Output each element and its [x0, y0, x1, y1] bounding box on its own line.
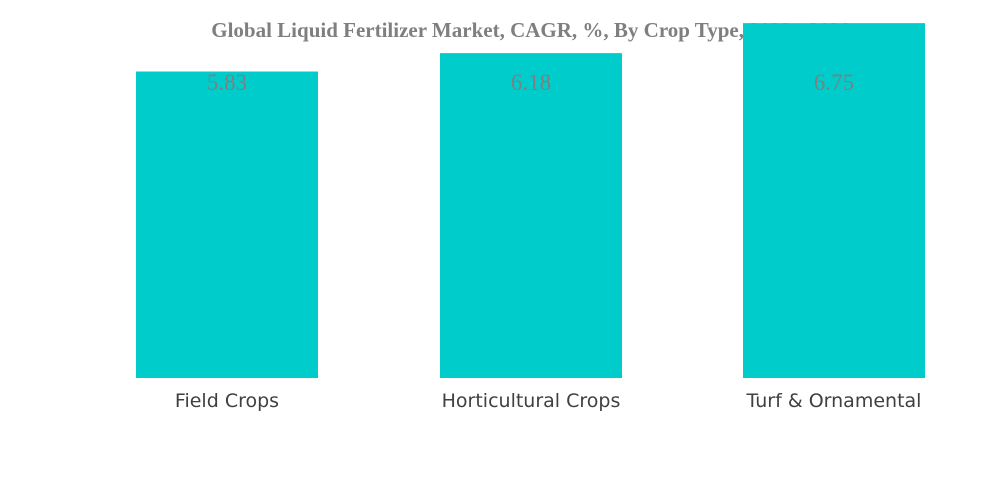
bar-2	[743, 23, 925, 379]
x-tick-label-2: Turf & Ornamental	[746, 390, 922, 412]
data-label-2: 6.75	[814, 70, 854, 95]
x-tick-label-1: Horticultural Crops	[442, 390, 621, 412]
data-labels-layer: 5.83 6.18 6.75	[207, 70, 854, 95]
bar-0	[136, 71, 318, 378]
bars-layer	[136, 23, 925, 379]
x-axis-tick-labels: Field Crops Horticultural Crops Turf & Orn…	[175, 390, 922, 412]
bar-1	[440, 53, 622, 378]
data-label-1: 6.18	[511, 70, 551, 95]
data-label-0: 5.83	[207, 70, 247, 95]
x-tick-label-0: Field Crops	[175, 390, 279, 412]
